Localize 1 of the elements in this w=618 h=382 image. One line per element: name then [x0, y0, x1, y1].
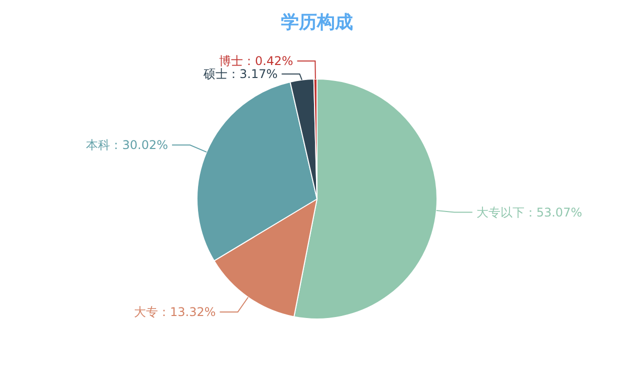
chart-title: 学历构成: [281, 12, 353, 33]
